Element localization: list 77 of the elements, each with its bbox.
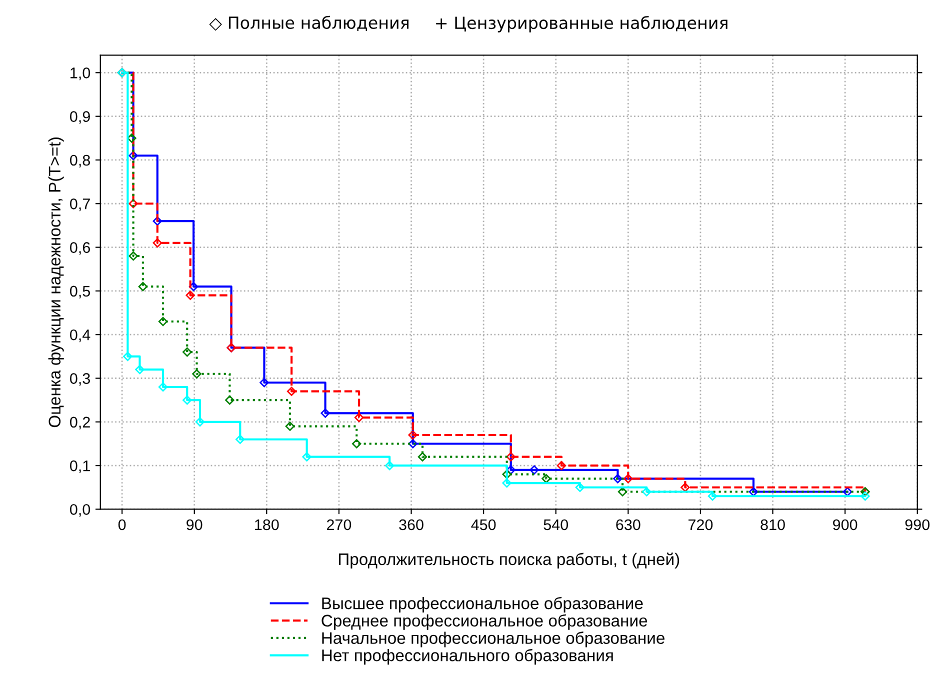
y-tick-label: 0,3 — [70, 373, 90, 386]
point — [225, 395, 234, 405]
point — [613, 474, 622, 484]
text: + Цензурированные наблюдения — [436, 16, 728, 32]
point — [680, 482, 690, 492]
point — [502, 478, 512, 488]
y-tick-label: 0,0 — [70, 504, 90, 517]
y-tick-label: 0,8 — [70, 154, 90, 168]
x-tick-label: 0 — [118, 519, 126, 530]
y-tick-label: 0,6 — [70, 242, 90, 255]
x-tick-label: 360 — [399, 519, 424, 530]
point — [192, 369, 202, 379]
point — [506, 465, 516, 475]
point — [352, 439, 362, 448]
x-tick-label: 450 — [471, 519, 496, 530]
point — [320, 408, 330, 418]
legend-label: Нет профессионального образования — [322, 648, 613, 665]
point — [642, 487, 652, 496]
point — [530, 465, 539, 475]
point — [127, 134, 136, 143]
point — [152, 216, 162, 226]
point — [556, 460, 566, 470]
point — [302, 452, 312, 462]
legend-label: Среднее профессиональное образование — [322, 614, 648, 630]
y-tick-label: 0,9 — [70, 111, 90, 124]
point — [182, 395, 192, 405]
point — [135, 364, 144, 374]
y-tick-label: 1,0 — [70, 68, 90, 80]
point — [138, 282, 148, 292]
point — [188, 282, 198, 292]
point — [158, 382, 168, 392]
point — [502, 470, 512, 479]
point — [748, 487, 758, 496]
point — [186, 290, 195, 300]
point — [236, 434, 245, 444]
point — [624, 474, 633, 484]
x-tick-label: 990 — [905, 519, 930, 530]
x-tick-label: 720 — [688, 519, 713, 530]
point — [842, 487, 852, 496]
point — [506, 452, 516, 462]
point — [285, 422, 295, 431]
point — [152, 238, 162, 248]
y-tick-label: 0,7 — [70, 198, 90, 212]
point — [575, 482, 585, 492]
point — [195, 417, 205, 427]
x-axis-title: Продолжительность поиска работы, t (дней) — [338, 552, 680, 568]
x-tick-label: 900 — [833, 519, 858, 530]
x-tick-label: 270 — [326, 519, 352, 530]
y-axis-title: Оценка функции надежности, P(T>=t) — [48, 138, 64, 428]
legend-label: Начальное профессиональное образование — [322, 632, 664, 648]
y-tick-label: 0,4 — [70, 329, 90, 342]
legend-label: Высшее профессиональное образование — [322, 596, 643, 613]
x-tick-label: 180 — [255, 519, 279, 530]
point — [384, 460, 394, 470]
x-tick-label: 810 — [760, 519, 785, 530]
x-tick-label: 630 — [616, 519, 640, 530]
point — [158, 316, 168, 326]
point — [618, 487, 628, 496]
y-tick-label: 0,2 — [70, 416, 90, 430]
point — [260, 378, 269, 388]
point — [708, 492, 718, 501]
point — [354, 412, 364, 422]
point — [123, 352, 132, 362]
point — [860, 492, 870, 501]
point — [408, 439, 418, 448]
point — [128, 251, 138, 261]
point — [286, 386, 296, 396]
y-tick-label: 0,5 — [70, 286, 90, 298]
point — [128, 150, 138, 160]
y-tick-label: 0,1 — [70, 460, 90, 474]
point — [418, 452, 428, 462]
x-tick-label: 90 — [186, 519, 202, 530]
point — [408, 430, 418, 440]
x-tick-label: 540 — [544, 519, 568, 530]
text: ◇ Полные наблюдения — [209, 16, 408, 32]
point — [128, 199, 138, 208]
point — [182, 347, 192, 357]
